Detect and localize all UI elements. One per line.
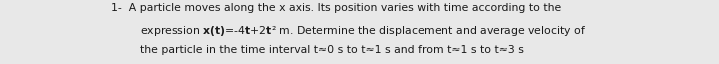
Text: 1-  A particle moves along the x axis. Its position varies with time according t: 1- A particle moves along the x axis. It… (111, 3, 562, 13)
Text: expression $\mathbf{x(t)}$=-4$\mathbf{t}$+2$\mathbf{t}$² m. Determine the displa: expression $\mathbf{x(t)}$=-4$\mathbf{t}… (140, 24, 587, 38)
Text: the particle in the time interval t≈0 s to t≈1 s and from t≈1 s to t≈3 s: the particle in the time interval t≈0 s … (140, 45, 524, 55)
